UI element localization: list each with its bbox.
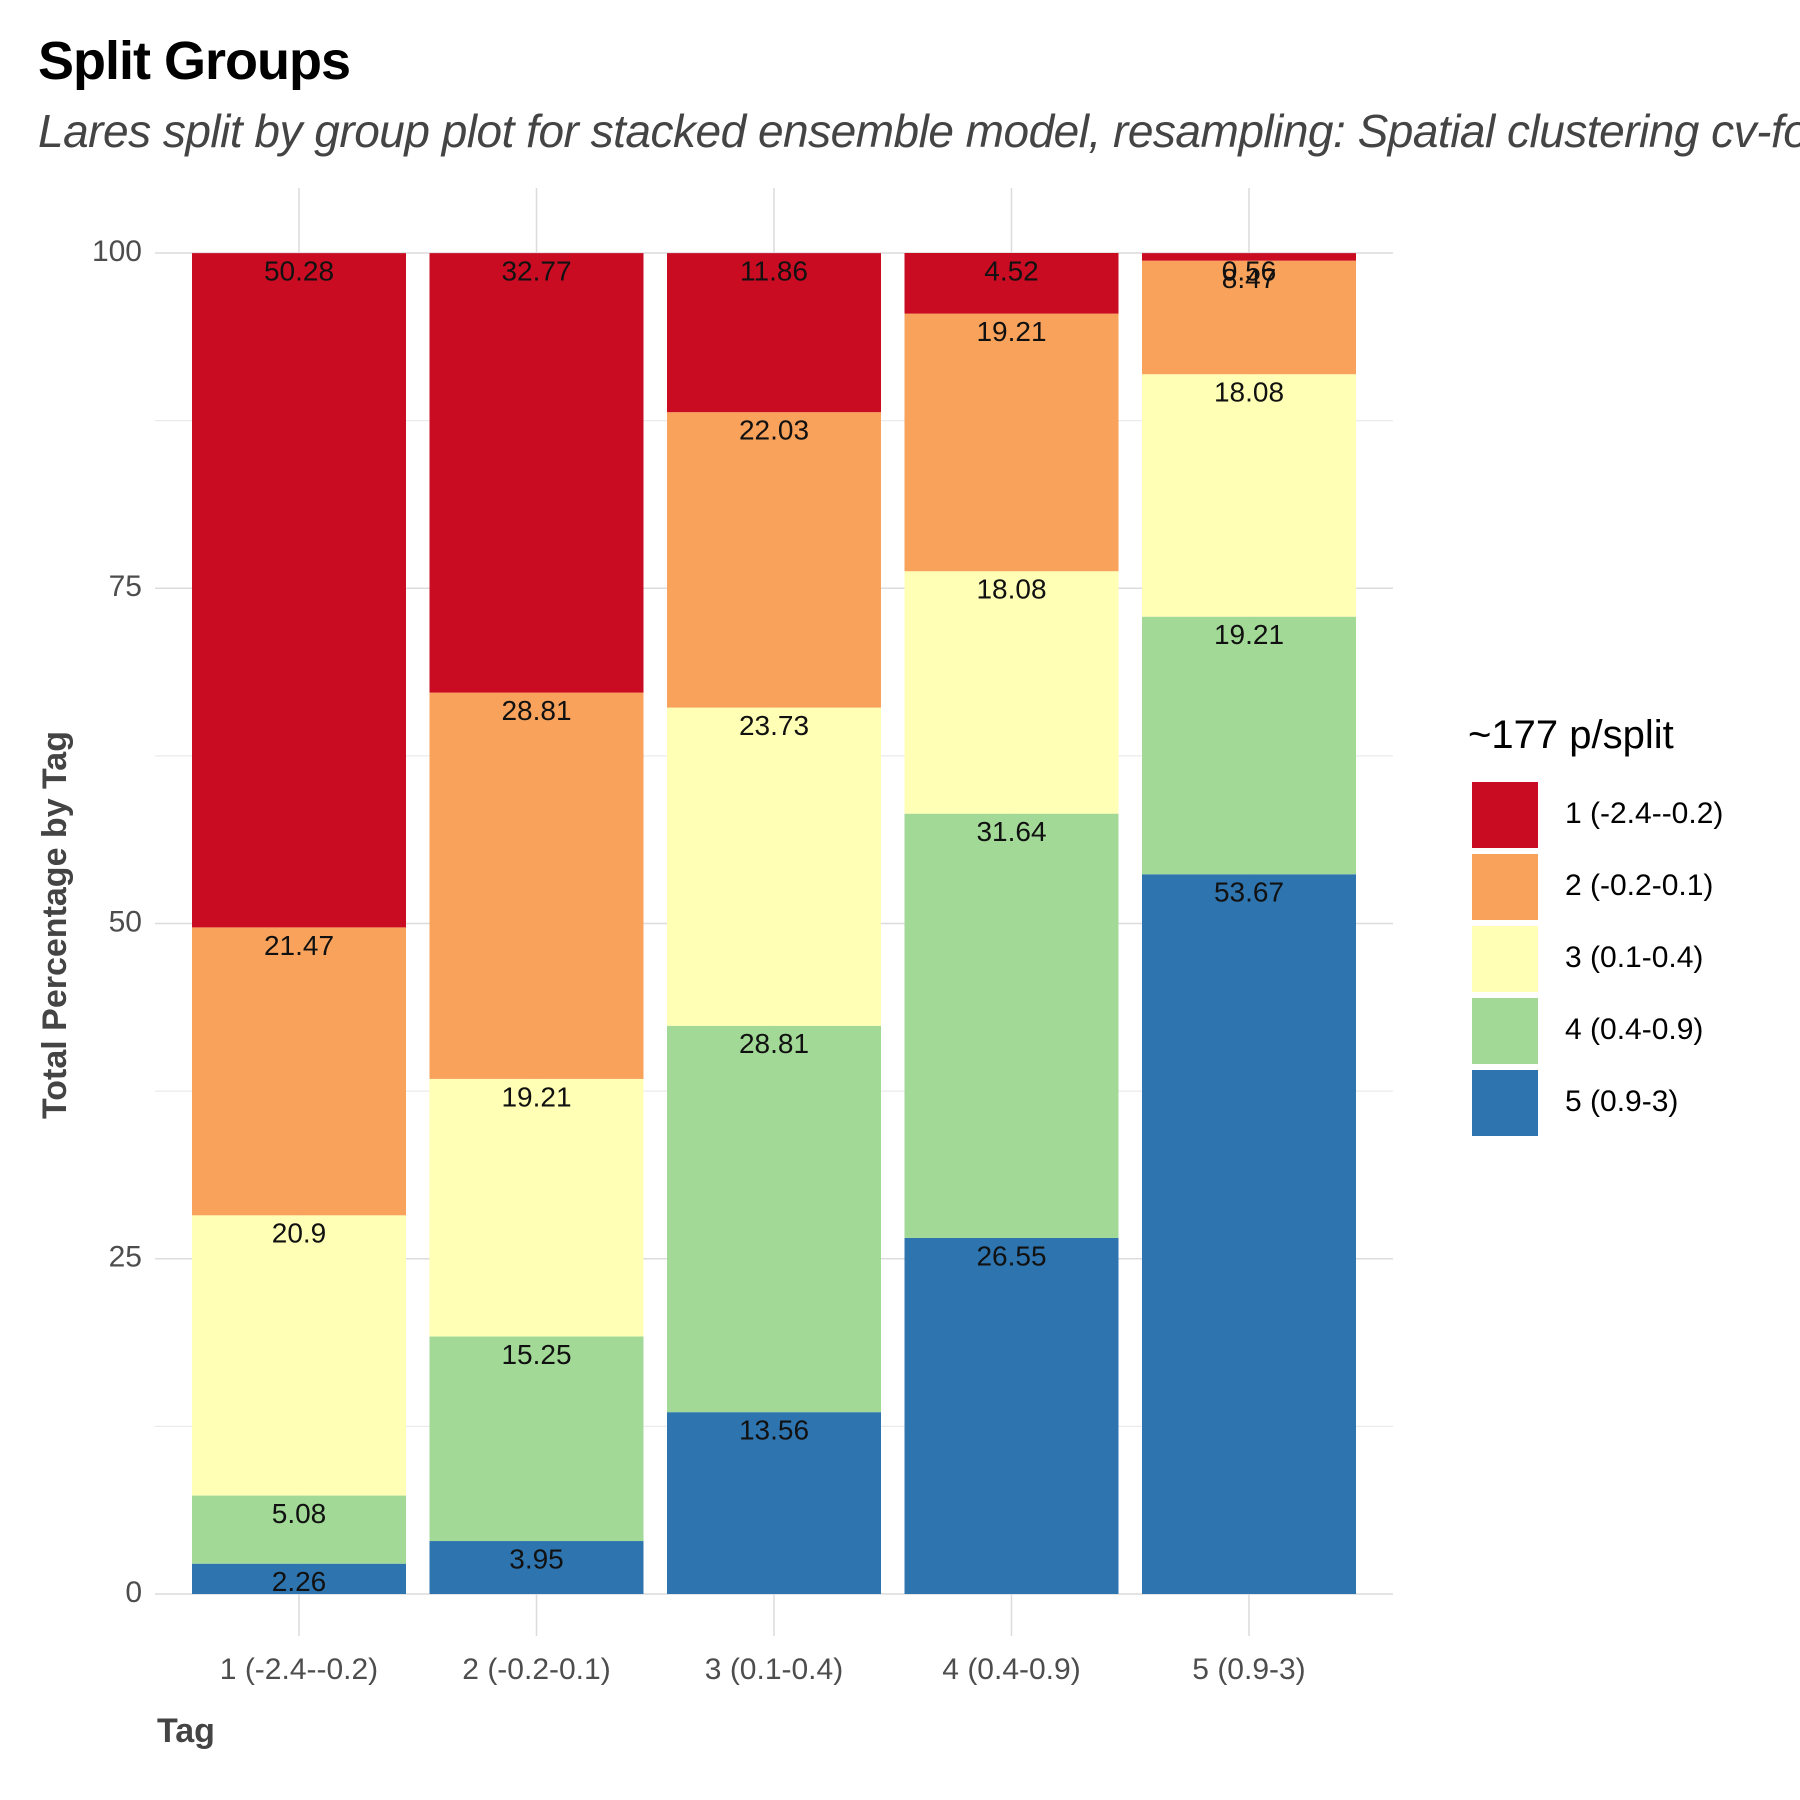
bar-segment-2-0-2-0-1-3-0-1-0-4 <box>429 1078 644 1337</box>
data-label: 21.47 <box>264 930 334 961</box>
bar-segment-3-0-1-0-4-4-0-4-0-9 <box>667 1025 881 1413</box>
y-tick-label: 50 <box>109 905 142 938</box>
x-tick-label: 1 (-2.4--0.2) <box>220 1653 378 1686</box>
data-label: 53.67 <box>1214 877 1284 908</box>
legend-key-4-0-4-0-9 <box>1472 998 1538 1064</box>
x-tick-label: 3 (0.1-0.4) <box>705 1653 843 1686</box>
legend-title: ~177 p/split <box>1468 713 1674 757</box>
bar-segment-3-0-1-0-4-5-0-9-3 <box>667 1412 881 1594</box>
data-label: 22.03 <box>739 415 809 446</box>
data-label: 13.56 <box>739 1415 809 1446</box>
y-tick-label: 100 <box>92 235 142 268</box>
x-tick-label: 4 (0.4-0.9) <box>942 1653 1080 1686</box>
legend-label: 1 (-2.4--0.2) <box>1565 797 1723 830</box>
data-label: 50.28 <box>264 256 334 287</box>
bar-segment-1-2-4-0-2-5-0-9-3 <box>192 1563 406 1594</box>
x-tick-label: 2 (-0.2-0.1) <box>462 1653 610 1686</box>
bar-segment-3-0-1-0-4-2-0-2-0-1 <box>667 412 881 708</box>
data-label: 19.21 <box>501 1081 571 1112</box>
bar-segment-4-0-4-0-9-4-0-4-0-9 <box>904 813 1119 1238</box>
y-axis-title: Total Percentage by Tag <box>36 731 74 1119</box>
y-axis: 0 25 50 75 100 <box>92 235 142 1609</box>
legend-key-1-2-4-0-2 <box>1472 782 1538 848</box>
legend-key-3-0-1-0-4 <box>1472 926 1538 992</box>
x-tick-label: 5 (0.9-3) <box>1192 1653 1305 1686</box>
data-label: 20.9 <box>272 1218 327 1249</box>
data-label: 28.81 <box>739 1028 809 1059</box>
chart-title: Split Groups <box>38 31 351 91</box>
bar-segment-3-0-1-0-4-1-2-4-0-2 <box>667 253 881 413</box>
data-label: 23.73 <box>739 710 809 741</box>
data-label: 5.08 <box>272 1498 327 1529</box>
chart-subtitle: Lares split by group plot for stacked en… <box>38 105 1800 157</box>
data-label: 26.55 <box>976 1240 1046 1271</box>
data-label: 3.95 <box>509 1543 564 1574</box>
bar-segment-5-0-9-3-1-2-4-0-2 <box>1142 253 1356 261</box>
bar-segment-3-0-1-0-4-3-0-1-0-4 <box>667 707 881 1026</box>
data-label: 8.47 <box>1222 263 1277 294</box>
data-label: 2.26 <box>272 1566 327 1597</box>
bar-segment-2-0-2-0-1-1-2-4-0-2 <box>429 253 644 693</box>
legend-key-5-0-9-3 <box>1472 1070 1538 1136</box>
bar-segment-1-2-4-0-2-4-0-4-0-9 <box>192 1495 406 1564</box>
y-tick-label: 25 <box>109 1241 142 1274</box>
bar-segment-1-2-4-0-2-3-0-1-0-4 <box>192 1215 406 1496</box>
bar-segment-2-0-2-0-1-4-0-4-0-9 <box>429 1336 644 1542</box>
x-axis-title: Tag <box>157 1712 215 1750</box>
bar-stacks <box>192 253 1356 1594</box>
y-tick-label: 75 <box>109 570 142 603</box>
legend-label: 2 (-0.2-0.1) <box>1565 869 1713 902</box>
data-label: 15.25 <box>501 1339 571 1370</box>
legend: ~177 p/split 1 (-2.4--0.2) 2 (-0.2-0.1) 3 … <box>1468 713 1723 1136</box>
bar-segment-5-0-9-3-3-0-1-0-4 <box>1142 374 1356 617</box>
bar-segment-4-0-4-0-9-3-0-1-0-4 <box>904 571 1119 814</box>
data-label: 32.77 <box>501 256 571 287</box>
bar-segment-4-0-4-0-9-5-0-9-3 <box>904 1237 1119 1594</box>
bar-segment-5-0-9-3-4-0-4-0-9 <box>1142 616 1356 875</box>
data-label: 18.08 <box>1214 377 1284 408</box>
legend-label: 4 (0.4-0.9) <box>1565 1013 1703 1046</box>
bar-segment-1-2-4-0-2-1-2-4-0-2 <box>192 253 406 928</box>
bar-segment-2-0-2-0-1-2-0-2-0-1 <box>429 692 644 1079</box>
bar-segment-5-0-9-3-2-0-2-0-1 <box>1142 260 1356 375</box>
bar-segment-5-0-9-3-5-0-9-3 <box>1142 874 1356 1594</box>
y-tick-label: 0 <box>125 1576 142 1609</box>
data-label: 19.21 <box>976 316 1046 347</box>
data-label: 19.21 <box>1214 619 1284 650</box>
data-label: 28.81 <box>501 695 571 726</box>
legend-label: 5 (0.9-3) <box>1565 1085 1678 1118</box>
data-label: 31.64 <box>976 816 1046 847</box>
bar-segment-4-0-4-0-9-2-0-2-0-1 <box>904 313 1119 572</box>
bar-segment-1-2-4-0-2-2-0-2-0-1 <box>192 927 406 1216</box>
data-label: 18.08 <box>976 574 1046 605</box>
data-label: 4.52 <box>984 255 1039 286</box>
data-label: 11.86 <box>740 256 808 287</box>
bar-segment-2-0-2-0-1-5-0-9-3 <box>429 1541 644 1594</box>
data-label: 0.56 <box>1222 256 1277 287</box>
legend-key-2-0-2-0-1 <box>1472 854 1538 920</box>
x-axis: 1 (-2.4--0.2) 2 (-0.2-0.1) 3 (0.1-0.4) 4 (0… <box>220 1653 1306 1686</box>
legend-label: 3 (0.1-0.4) <box>1565 941 1703 974</box>
bar-segment-4-0-4-0-9-1-2-4-0-2 <box>904 253 1119 314</box>
data-labels: 2.26 5.08 20.9 21.47 50.28 3.95 15.25 19.21 28.8… <box>264 255 1284 1597</box>
